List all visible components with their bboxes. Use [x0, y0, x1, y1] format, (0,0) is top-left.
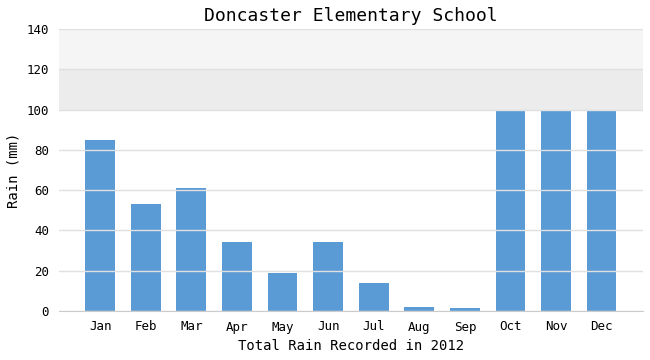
Y-axis label: Rain (mm): Rain (mm): [7, 132, 21, 208]
Bar: [177, 188, 206, 311]
Bar: [58, 69, 643, 110]
Bar: [268, 273, 297, 311]
Bar: [131, 204, 161, 311]
Bar: [587, 94, 616, 311]
Bar: [359, 283, 389, 311]
Bar: [404, 307, 434, 311]
Bar: [450, 308, 480, 311]
Bar: [496, 55, 525, 311]
Bar: [541, 102, 571, 311]
X-axis label: Total Rain Recorded in 2012: Total Rain Recorded in 2012: [238, 339, 464, 353]
Title: Doncaster Elementary School: Doncaster Elementary School: [204, 7, 498, 25]
Bar: [85, 140, 115, 311]
Bar: [222, 242, 252, 311]
Bar: [58, 29, 643, 69]
Bar: [313, 242, 343, 311]
